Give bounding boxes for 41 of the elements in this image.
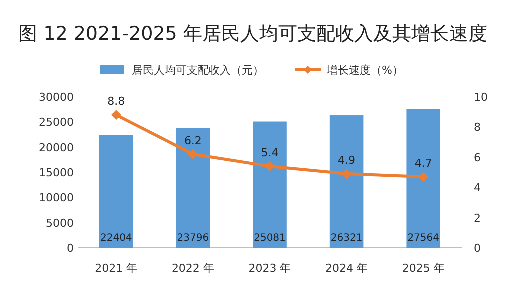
- data-label: 25081: [254, 233, 286, 244]
- bar: [406, 109, 440, 248]
- y-tick-label: 0: [67, 242, 74, 255]
- legend-label: 增长速度（%）: [326, 64, 404, 77]
- x-tick-label: 2021 年: [95, 262, 138, 275]
- y2-tick-label: 6: [474, 151, 481, 164]
- data-label: 26321: [330, 233, 363, 244]
- y2-tick-label: 10: [474, 91, 488, 104]
- y-tick-label: 10000: [39, 192, 74, 205]
- x-tick-label: 2025 年: [402, 262, 445, 275]
- x-tick-label: 2023 年: [248, 262, 292, 275]
- x-tick-label: 2022 年: [172, 262, 214, 275]
- point: [342, 169, 352, 180]
- bar: [330, 116, 364, 248]
- legend-label: 居民人均可支配收入（元）: [132, 64, 264, 77]
- data-label: 6.2: [184, 134, 202, 148]
- y-tick-label: 25000: [39, 116, 74, 130]
- data-label: 4.7: [414, 157, 432, 170]
- y2-tick-label: 0: [474, 242, 481, 255]
- y2-tick-label: 4: [474, 182, 481, 195]
- point: [265, 161, 275, 172]
- chart-title: 图 12 2021-2025 年居民人均可支配收入及其增长速度: [18, 23, 488, 45]
- y-tick-label: 15000: [39, 166, 74, 180]
- data-label: 4.9: [338, 154, 356, 168]
- bar: [176, 128, 210, 248]
- point: [111, 110, 122, 120]
- point: [418, 172, 429, 182]
- data-label: 5.4: [261, 146, 279, 160]
- data-label: 23796: [177, 233, 210, 244]
- bar: [253, 122, 287, 248]
- y2-tick-label: 8: [474, 121, 481, 134]
- y-tick-label: 5000: [46, 216, 74, 230]
- data-label: 8.8: [108, 95, 126, 108]
- y-tick-label: 20000: [39, 141, 74, 154]
- data-label: 27564: [408, 233, 440, 244]
- data-label: 22404: [100, 233, 132, 244]
- bar: [100, 135, 134, 248]
- point: [188, 149, 198, 160]
- y2-tick-label: 2: [474, 212, 481, 225]
- x-tick-label: 2024 年: [326, 262, 368, 275]
- y-tick-label: 30000: [39, 91, 74, 104]
